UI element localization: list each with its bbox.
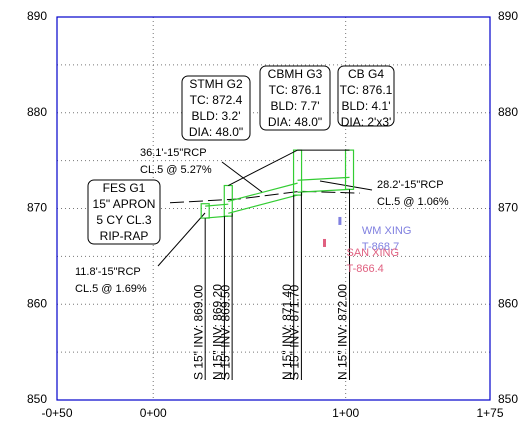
structure-label: TC: 876.1 (340, 83, 393, 97)
structure-label: FES G1 (103, 181, 146, 195)
leader (157, 212, 206, 267)
crossing-name: SAN XING (346, 247, 399, 259)
y2-tick-label: 850 (498, 392, 518, 406)
structure (292, 149, 303, 196)
invert-label: N 15" INV: 869.20 (211, 284, 225, 380)
structure-label: 15" APRON (93, 197, 156, 211)
crossing-top: T-868.7 (362, 241, 399, 253)
structure-label: DIA: 48.0" (189, 125, 243, 139)
invert-label: N 15" INV: 872.00 (336, 284, 350, 380)
structure-label: BLD: 3.2' (192, 109, 241, 123)
pipe-crown (228, 182, 298, 202)
y2-tick-label: 890 (498, 9, 518, 23)
ground-line (169, 190, 361, 204)
structure-label: BLD: 7.7' (271, 99, 320, 113)
x-tick-label: -0+50 (41, 406, 72, 420)
pipe-label: 36.1'-15"RCP (140, 147, 207, 159)
y2-tick-label: 860 (498, 296, 518, 310)
pipe-label: CL.5 @ 5.27% (140, 164, 212, 176)
structure-label: CBMH G3 (268, 67, 323, 81)
pipe-invert (297, 188, 350, 193)
x-tick-label: 1+00 (332, 406, 359, 420)
invert-label: S 15" INV: 871.70 (288, 284, 302, 380)
x-tick-label: 0+00 (140, 406, 167, 420)
crossing-mark (338, 216, 342, 225)
rim-line (228, 149, 350, 186)
y-tick-label: 880 (27, 105, 47, 119)
structure-label: TC: 872.4 (190, 93, 243, 107)
structure-callout (259, 65, 331, 131)
structure-label: 5 CY CL.3 (96, 213, 151, 227)
structure-label: BLD: 4.1' (342, 99, 391, 113)
structure (344, 149, 355, 190)
structure-callout (181, 75, 251, 141)
crossing-top: T-866.4 (346, 263, 383, 275)
y-tick-label: 890 (27, 9, 47, 23)
pipe-label: 11.8'-15"RCP (75, 266, 141, 278)
structure-label: DIA: 2'x3' (341, 115, 392, 129)
structure-callout (337, 65, 395, 127)
pipe-label: 28.2'-15"RCP (377, 179, 444, 191)
structure-label: TC: 876.1 (269, 83, 322, 97)
plot-frame (56, 16, 491, 401)
x-tick-label: 1+75 (476, 406, 503, 420)
invert-label: N 15" INV: 871.40 (280, 284, 294, 380)
structure-label: STMH G2 (189, 77, 243, 91)
y2-tick-label: 870 (498, 201, 518, 215)
structure-callout (87, 179, 161, 245)
crossing-mark (322, 238, 326, 247)
crossing-name: WM XING (362, 225, 412, 237)
y-tick-label: 860 (27, 296, 47, 310)
invert-label: S 15" INV: 869.00 (191, 284, 205, 380)
y2-tick-label: 880 (498, 105, 518, 119)
structure-label: RIP-RAP (100, 229, 149, 243)
structure-label: DIA: 48.0" (268, 115, 322, 129)
pipe-crown (297, 176, 350, 181)
pipe-label: CL.5 @ 1.69% (75, 283, 147, 295)
leader (221, 161, 263, 193)
pipe-label: CL.5 @ 1.06% (377, 196, 449, 208)
structure-label: CB G4 (348, 67, 384, 81)
y-tick-label: 870 (27, 201, 47, 215)
pipe-invert (228, 194, 298, 214)
invert-label: S 15" INV: 869.50 (218, 284, 232, 380)
y-tick-label: 850 (27, 392, 47, 406)
